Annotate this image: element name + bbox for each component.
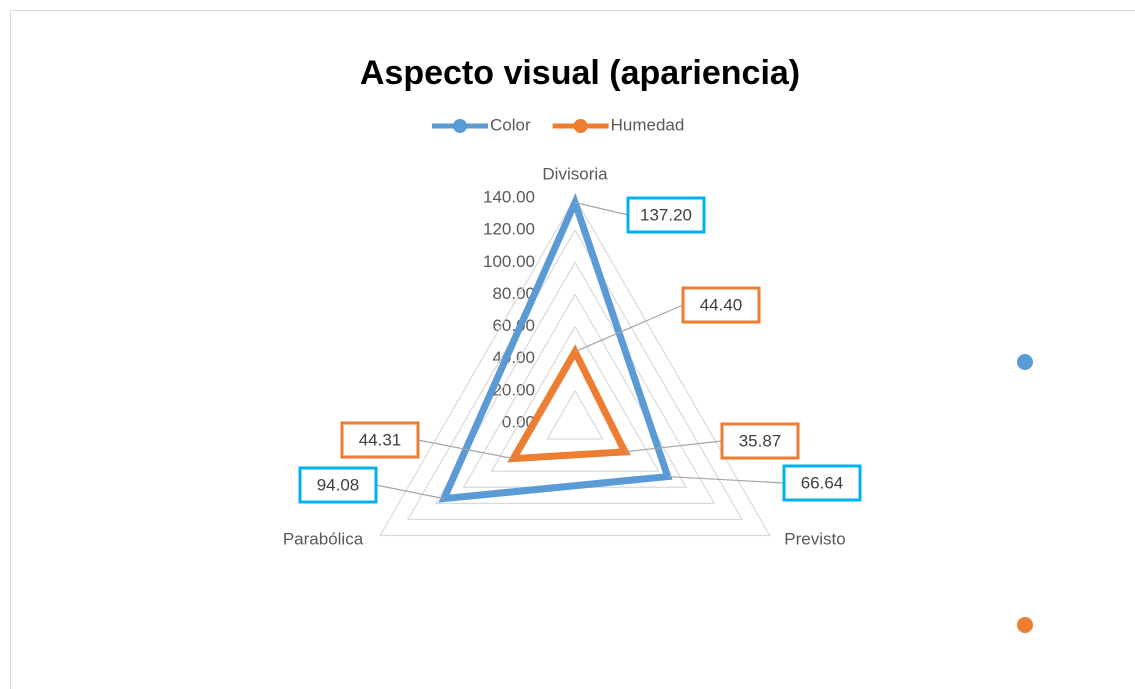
category-label: Divisoria	[542, 164, 608, 183]
leader-line	[667, 475, 785, 484]
legend-marker	[453, 119, 467, 133]
leader-line	[574, 201, 629, 216]
data-label: 137.20	[640, 205, 692, 224]
grid-line	[546, 389, 604, 440]
y-tick-label: 80.00	[492, 284, 535, 303]
y-tick-label: 40.00	[492, 348, 535, 367]
data-label-box	[782, 464, 862, 502]
y-tick-label: 20.00	[492, 380, 535, 399]
series-line	[507, 344, 631, 463]
leader-line	[417, 439, 514, 460]
data-label: 94.08	[317, 475, 360, 494]
y-tick-label: 60.00	[492, 316, 535, 335]
data-label-box	[626, 196, 706, 234]
data-label-box	[340, 421, 420, 459]
grid-line	[490, 325, 660, 472]
data-label-box	[720, 422, 800, 460]
data-label: 35.87	[739, 431, 782, 450]
data-label-box	[681, 286, 761, 324]
leader-line	[574, 304, 684, 353]
grid-line	[434, 261, 716, 504]
legend-label: Color	[490, 115, 531, 134]
stray-marker	[1017, 617, 1033, 633]
y-tick-label: 140.00	[483, 187, 535, 206]
y-tick-label: 100.00	[483, 252, 535, 271]
grid-line	[379, 196, 771, 537]
stray-marker	[1017, 354, 1033, 370]
y-tick-label: 120.00	[483, 220, 535, 239]
leader-line	[375, 484, 445, 500]
grid-line	[406, 228, 744, 521]
series-line	[438, 192, 673, 503]
category-label: Parabólica	[283, 529, 364, 548]
data-label: 44.31	[359, 430, 402, 449]
data-label-box	[298, 466, 378, 504]
leader-line	[624, 440, 723, 453]
category-label: Previsto	[784, 529, 845, 548]
data-label: 44.40	[700, 295, 743, 314]
y-tick-label: 0.00	[502, 412, 535, 431]
chart-title: Aspecto visual (apariencia)	[360, 54, 800, 92]
data-label: 66.64	[801, 473, 844, 492]
legend-label: Humedad	[611, 115, 685, 134]
legend-marker	[573, 119, 588, 133]
